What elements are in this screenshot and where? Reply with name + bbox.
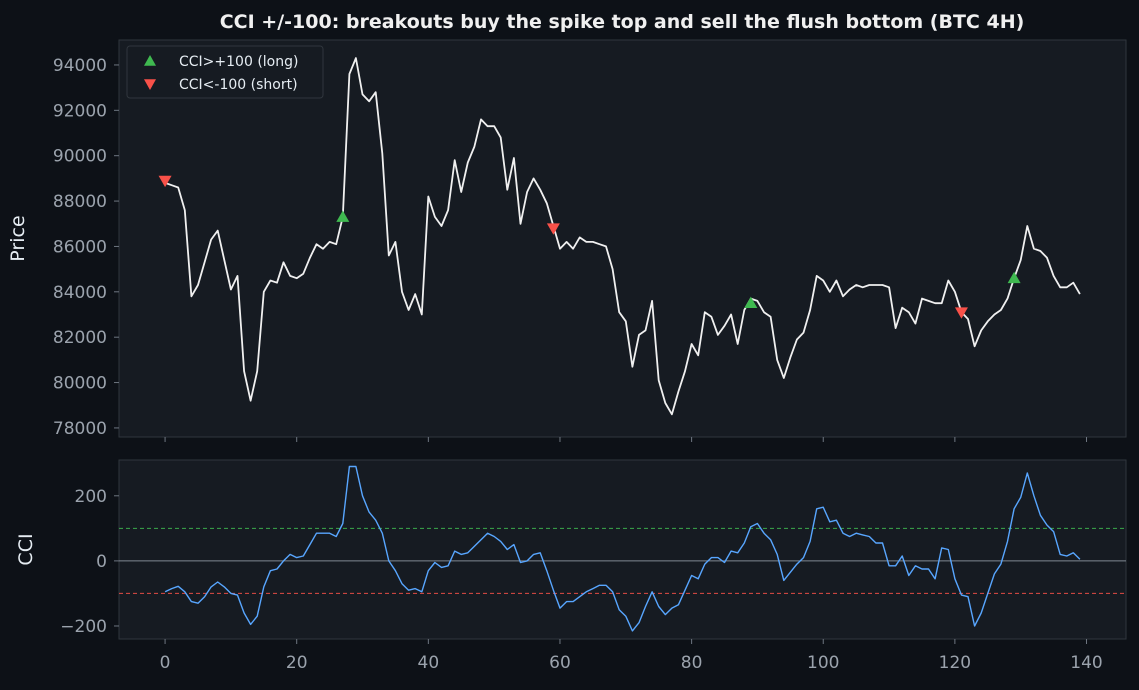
legend-box bbox=[126, 45, 324, 99]
legend-label: CCI>+100 (long) bbox=[179, 54, 298, 70]
cci-series-line bbox=[164, 465, 1081, 632]
long-signal-marker bbox=[336, 210, 350, 222]
price-series-line bbox=[164, 57, 1081, 416]
cci-ytick-label: 0 bbox=[96, 552, 107, 572]
cci-ytick-label: −200 bbox=[60, 617, 107, 637]
cci-xtick-label: 120 bbox=[939, 653, 971, 673]
long-signal-marker bbox=[1007, 271, 1021, 284]
chart-title: CCI +/-100: breakouts buy the spike top … bbox=[220, 11, 1025, 33]
price-ytick-label: 84000 bbox=[53, 283, 107, 303]
price-ytick-label: 82000 bbox=[53, 328, 107, 348]
price-panel: 78000 80000 82000 84000 86000 88000 90000 92000… bbox=[7, 39, 1127, 442]
cci-plot-area bbox=[118, 459, 1127, 640]
cci-ytick-label: 200 bbox=[75, 487, 107, 507]
cci-xtick-label: 60 bbox=[549, 653, 571, 673]
legend-label: CCI<-100 (short) bbox=[179, 77, 298, 93]
price-ylabel: Price bbox=[7, 215, 29, 261]
short-signal-marker bbox=[158, 175, 172, 188]
cci-xtick-label: 100 bbox=[807, 653, 839, 673]
price-ytick-label: 90000 bbox=[53, 147, 107, 167]
legend-marker-long bbox=[144, 55, 156, 66]
price-plot-area bbox=[118, 39, 1127, 438]
cci-xtick-label: 20 bbox=[286, 653, 308, 673]
short-signal-marker bbox=[546, 223, 560, 235]
short-signal-marker bbox=[954, 307, 968, 319]
legend-marker-short bbox=[144, 79, 156, 90]
price-ytick-label: 88000 bbox=[53, 192, 107, 212]
cci-xtick-label: 0 bbox=[160, 653, 171, 673]
cci-panel: −200 0 200 0 20 40 60 80 100 120 140 CCI bbox=[15, 459, 1127, 673]
price-ytick-label: 94000 bbox=[53, 56, 107, 76]
price-ytick-label: 80000 bbox=[53, 374, 107, 394]
price-ytick-label: 92000 bbox=[53, 101, 107, 121]
long-signal-marker bbox=[744, 296, 758, 309]
cci-xtick-label: 140 bbox=[1070, 653, 1102, 673]
cci-xtick-label: 40 bbox=[418, 653, 440, 673]
cci-ylabel: CCI bbox=[15, 533, 37, 565]
price-ytick-label: 78000 bbox=[53, 419, 107, 439]
price-ytick-label: 86000 bbox=[53, 237, 107, 257]
cci-xtick-label: 80 bbox=[681, 653, 703, 673]
